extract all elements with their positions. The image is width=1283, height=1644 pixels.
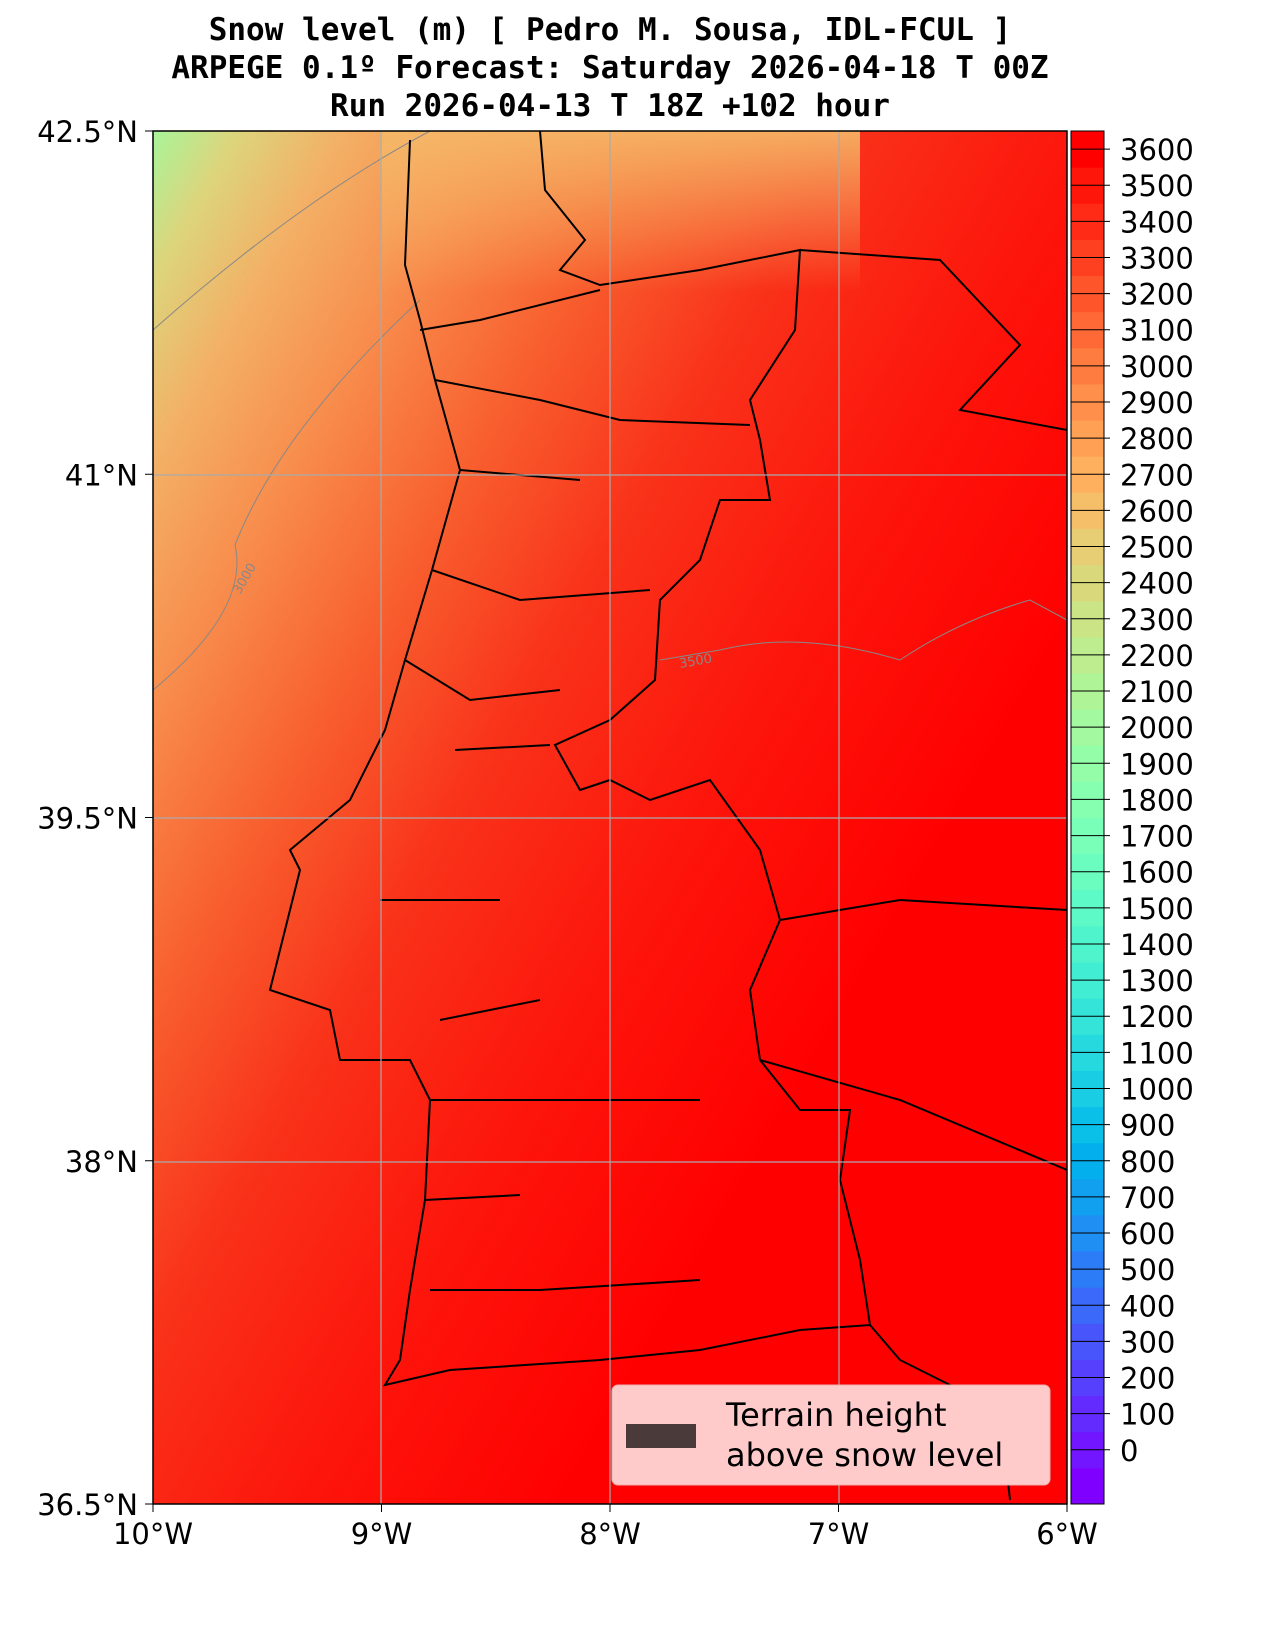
colorbar-tick-label: 800 [1120, 1145, 1175, 1179]
legend-label-2: above snow level [726, 1436, 1003, 1474]
colorbar-tick-label: 1100 [1120, 1036, 1194, 1070]
colorbar-tick-label: 900 [1120, 1109, 1175, 1143]
x-axis: 10°W 9°W 8°W 7°W 6°W [113, 1504, 1098, 1551]
colorbar-tick-label: 200 [1120, 1362, 1175, 1396]
contour-line-3500 [659, 599, 1067, 661]
colorbar-tick-label: 700 [1120, 1181, 1175, 1215]
colorbar-tick-label: 0 [1120, 1434, 1138, 1468]
colorbar-tick-label: 2100 [1120, 675, 1194, 709]
x-tick-label: 8°W [579, 1517, 641, 1551]
y-tick-label: 41°N [65, 458, 138, 492]
legend-box [611, 1384, 1051, 1486]
colorbar-tick-label: 3400 [1120, 205, 1194, 239]
contour-line-2500 [153, 131, 431, 331]
x-tick-label: 7°W [808, 1517, 870, 1551]
title-line-3: Run 2026-04-13 T 18Z +102 hour [330, 88, 890, 124]
gridlines [153, 131, 1067, 1504]
colorbar-tick-label: 2500 [1120, 531, 1194, 565]
border-portugal-spain [539, 131, 871, 1326]
x-tick-label: 10°W [113, 1517, 193, 1551]
y-tick-label: 42.5°N [37, 115, 138, 149]
colorbar-tick-label: 1300 [1120, 964, 1194, 998]
legend-label-1: Terrain height [725, 1396, 947, 1434]
contour-line-3000 [153, 299, 421, 691]
colorbar-tick-label: 1800 [1120, 783, 1194, 817]
x-tick-label: 9°W [351, 1517, 413, 1551]
colorbar-tick-label: 1000 [1120, 1072, 1194, 1106]
colorbar-tick-label: 100 [1120, 1398, 1175, 1432]
colorbar-tick-label: 2600 [1120, 494, 1194, 528]
colorbar-tick-label: 300 [1120, 1325, 1175, 1359]
colorbar-band [1071, 1467, 1104, 1505]
colorbar-tick-label: 3500 [1120, 169, 1194, 203]
colorbar-tick-label: 2800 [1120, 422, 1194, 456]
colorbar-tick-label: 1500 [1120, 892, 1194, 926]
colorbar-tick-label: 1900 [1120, 747, 1194, 781]
colorbar-tick-label: 2900 [1120, 386, 1194, 420]
colorbar-frame [1070, 130, 1105, 1505]
colorbar-tick-label: 3200 [1120, 278, 1194, 312]
x-tick-label: 6°W [1036, 1517, 1098, 1551]
y-tick-label: 39.5°N [37, 802, 138, 836]
colorbar-tick-label: 3100 [1120, 314, 1194, 348]
legend-swatch [626, 1424, 696, 1448]
colorbar-tick-label: 3600 [1120, 133, 1194, 167]
colorbar-tick-label: 600 [1120, 1217, 1175, 1251]
y-tick-label: 38°N [65, 1145, 138, 1179]
title-line-2: ARPEGE 0.1º Forecast: Saturday 2026-04-1… [171, 50, 1049, 86]
coastline [268, 139, 1011, 1501]
colorbar-tick-label: 2200 [1120, 639, 1194, 673]
colorbar-tick-label: 3000 [1120, 350, 1194, 384]
colorbar: 0100200300400500600700800900100011001200… [1070, 130, 1194, 1505]
colorbar-tick-label: 1400 [1120, 928, 1194, 962]
colorbar-tick-label: 1700 [1120, 820, 1194, 854]
y-axis: 42.5°N 41°N 39.5°N 38°N 36.5°N [37, 115, 153, 1522]
title-line-1: Snow level (m) [ Pedro M. Sousa, IDL-FCU… [208, 12, 1012, 48]
admin-boundaries [380, 249, 1067, 1291]
colorbar-tick-label: 400 [1120, 1289, 1175, 1323]
colorbar-tick-label: 2000 [1120, 711, 1194, 745]
y-tick-label: 36.5°N [37, 1488, 138, 1522]
legend: Terrain height above snow level [611, 1384, 1051, 1486]
colorbar-tick-label: 1600 [1120, 856, 1194, 890]
colorbar-tick-label: 3300 [1120, 241, 1194, 275]
colorbar-tick-label: 500 [1120, 1253, 1175, 1287]
colorbar-tick-label: 2700 [1120, 458, 1194, 492]
colorbar-tick-label: 1200 [1120, 1000, 1194, 1034]
colorbar-tick-label: 2400 [1120, 567, 1194, 601]
contour-label-3500: 3500 [678, 651, 713, 672]
colorbar-tick-label: 2300 [1120, 603, 1194, 637]
